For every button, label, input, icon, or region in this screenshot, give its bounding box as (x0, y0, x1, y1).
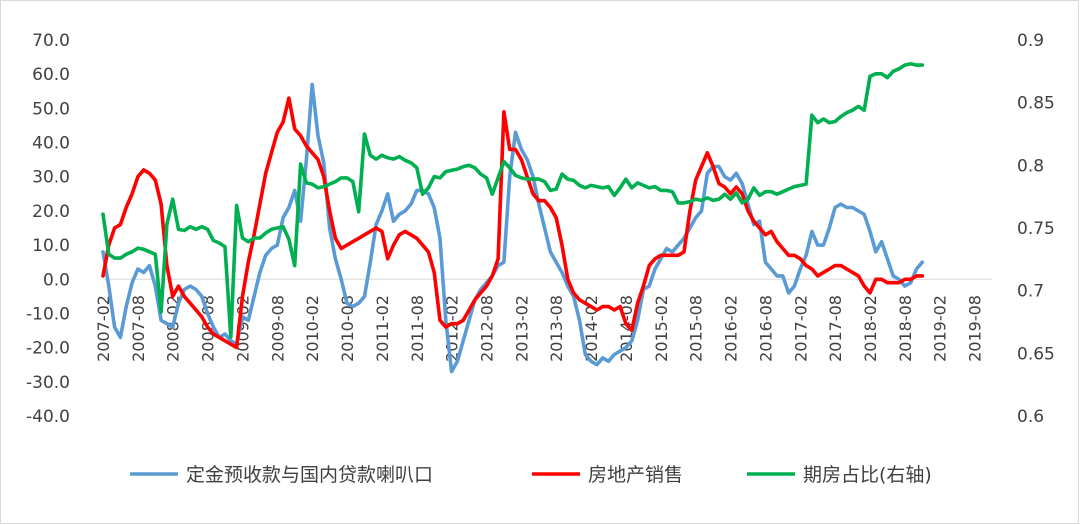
x-tick-label: 2018-02 (861, 295, 880, 362)
x-tick-label: 2011-08 (408, 295, 427, 362)
left-tick-label: 60.0 (32, 65, 70, 85)
x-tick-label: 2017-02 (791, 295, 810, 362)
x-tick-label: 2016-02 (722, 295, 741, 362)
x-tick-label: 2007-08 (129, 295, 148, 362)
x-tick-label: 2015-02 (652, 295, 671, 362)
left-tick-label: 20.0 (32, 202, 70, 222)
right-tick-label: 0.8 (1017, 156, 1044, 176)
left-tick-label: 30.0 (32, 168, 70, 188)
left-tick-label: -20.0 (26, 339, 70, 359)
right-tick-label: 0.7 (1017, 282, 1044, 302)
legend-label-1: 定金预收款与国内贷款喇叭口 (186, 464, 433, 486)
right-axis-ticks: 0.6 0.65 0.7 0.75 0.8 0.85 0.9 (1017, 31, 1055, 427)
left-tick-label: -30.0 (26, 373, 70, 393)
x-tick-label: 2017-08 (826, 295, 845, 362)
x-tick-label: 2019-08 (966, 295, 985, 362)
series-line-2 (101, 96, 925, 350)
right-tick-label: 0.6 (1017, 407, 1044, 427)
x-tick-label: 2012-08 (477, 295, 496, 362)
right-tick-label: 0.75 (1017, 219, 1055, 239)
left-tick-label: -10.0 (26, 304, 70, 324)
left-axis-ticks: -40.0 -30.0 -20.0 -10.0 0.0 10.0 20.0 30.0 40.0 5… (26, 31, 70, 427)
x-tick-label: 2019-02 (931, 295, 950, 362)
x-tick-label: 2010-02 (303, 295, 322, 362)
left-tick-label: 70.0 (32, 31, 70, 51)
x-tick-label: 2010-08 (338, 295, 357, 362)
x-tick-label: 2013-08 (547, 295, 566, 362)
left-tick-label: 0.0 (43, 270, 70, 290)
series-line-1 (101, 82, 925, 374)
x-tick-label: 2018-08 (896, 295, 915, 362)
left-tick-label: 50.0 (32, 99, 70, 119)
legend: 定金预收款与国内贷款喇叭口 房地产销售 期房占比(右轴) (130, 464, 932, 486)
x-tick-label: 2016-08 (756, 295, 775, 362)
left-tick-label: 10.0 (32, 236, 70, 256)
right-tick-label: 0.65 (1017, 344, 1055, 364)
legend-label-2: 房地产销售 (588, 464, 683, 486)
x-tick-label: 2015-08 (687, 295, 706, 362)
right-tick-label: 0.85 (1017, 94, 1055, 114)
x-tick-label: 2014-02 (582, 295, 601, 362)
legend-label-3: 期房占比(右轴) (803, 464, 932, 486)
x-tick-label: 2009-08 (268, 295, 287, 362)
x-tick-label: 2007-02 (94, 295, 113, 362)
left-tick-label: 40.0 (32, 134, 70, 154)
x-tick-label: 2011-02 (373, 295, 392, 362)
x-tick-label: 2013-02 (512, 295, 531, 362)
right-tick-label: 0.9 (1017, 31, 1044, 51)
series-line-3 (101, 61, 925, 339)
series-layer (101, 61, 925, 374)
left-tick-label: -40.0 (26, 407, 70, 427)
